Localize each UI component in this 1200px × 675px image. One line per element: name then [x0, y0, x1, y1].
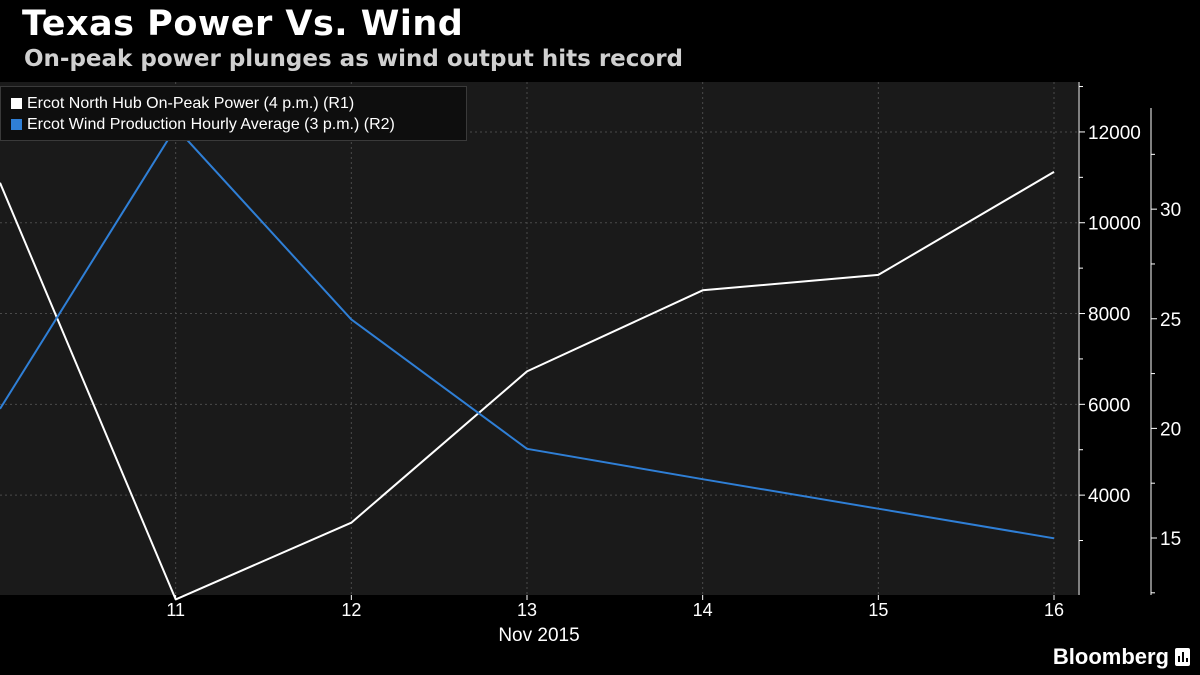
series-line-power [0, 171, 1055, 601]
right-outer-tick-label: 15 [1160, 529, 1181, 550]
brand-name: Bloomberg [1052, 644, 1169, 669]
x-axis-label: Nov 2015 [498, 625, 579, 646]
chart-subtitle: On-peak power plunges as wind output hit… [24, 46, 684, 72]
legend-item-power: Ercot North Hub On-Peak Power (4 p.m.) (… [11, 95, 354, 113]
right-outer-tick-label: 25 [1160, 310, 1181, 331]
x-tick-label: 16 [1044, 600, 1064, 620]
plot-background [0, 82, 1078, 595]
right-inner-tick-label: 4000 [1088, 486, 1130, 507]
x-tick-label: 15 [868, 600, 888, 620]
chart-title: Texas Power Vs. Wind [22, 4, 464, 44]
right-outer-tick-label: 20 [1160, 419, 1181, 440]
right-inner-tick-label: 6000 [1088, 395, 1130, 416]
right-inner-tick-label: 12000 [1088, 123, 1141, 144]
legend-label-power: Ercot North Hub On-Peak Power (4 p.m.) (… [27, 95, 355, 112]
legend-item-wind: Ercot Wind Production Hourly Average (3 … [11, 116, 395, 134]
x-tick-label: 13 [517, 600, 537, 620]
right-inner-tick-label: 8000 [1088, 305, 1130, 326]
bloomberg-glyph-icon [1175, 648, 1190, 666]
x-tick-label: 14 [693, 600, 713, 620]
legend-label-wind: Ercot Wind Production Hourly Average (3 … [27, 116, 395, 133]
right-outer-tick-label: 30 [1160, 200, 1181, 221]
legend-swatch-wind [11, 119, 22, 130]
right-inner-tick-label: 10000 [1088, 214, 1141, 235]
bloomberg-logo: Bloomberg [1053, 644, 1190, 670]
x-tick-label: 11 [166, 600, 185, 620]
chart-legend: Ercot North Hub On-Peak Power (4 p.m.) (… [0, 86, 467, 141]
legend-swatch-power [11, 98, 22, 109]
x-tick-label: 12 [341, 600, 361, 620]
